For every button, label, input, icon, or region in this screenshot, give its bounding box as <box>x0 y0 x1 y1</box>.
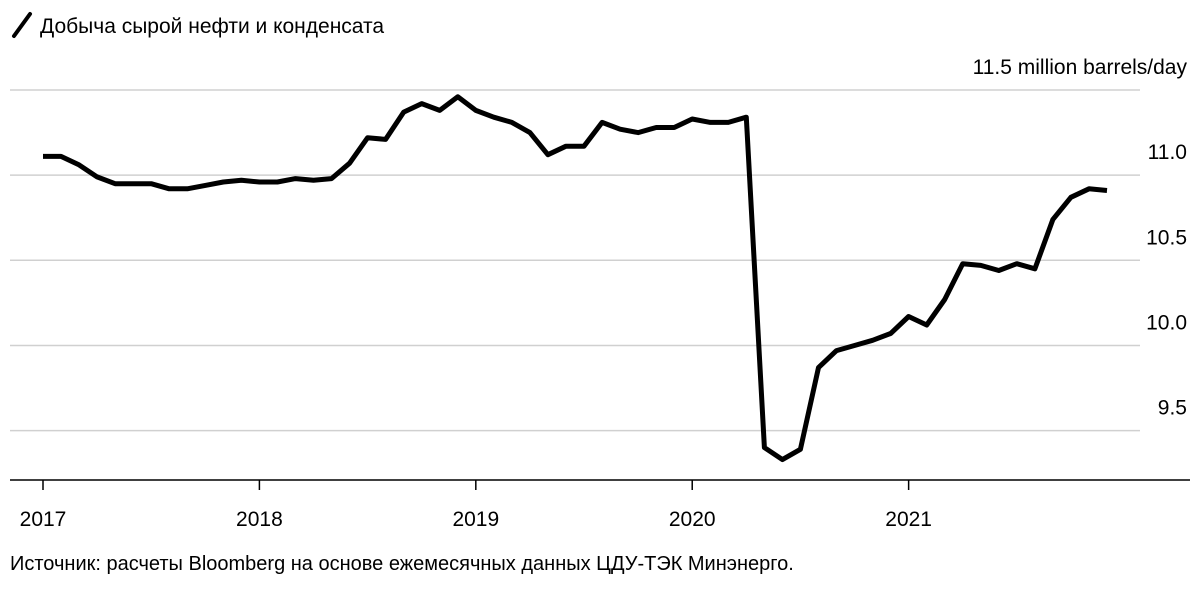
y-tick-label: 11.5 million barrels/day <box>973 56 1188 79</box>
y-tick-label: 11.0 <box>1148 141 1187 164</box>
x-tick-label: 2017 <box>20 508 67 531</box>
x-tick-label: 2019 <box>452 508 499 531</box>
x-tick-label: 2020 <box>669 508 716 531</box>
source-note: Источник: расчеты Bloomberg на основе еж… <box>10 553 794 575</box>
chart-title: Добыча сырой нефти и конденсата <box>40 15 384 38</box>
y-tick-label: 10.5 <box>1146 226 1187 249</box>
legend-swatch <box>12 12 32 38</box>
y-tick-label: 9.5 <box>1158 397 1187 420</box>
data-line <box>43 94 1108 463</box>
y-tick-label: 10.0 <box>1146 311 1187 334</box>
x-tick-label: 2021 <box>885 508 932 531</box>
x-tick-label: 2018 <box>236 508 283 531</box>
